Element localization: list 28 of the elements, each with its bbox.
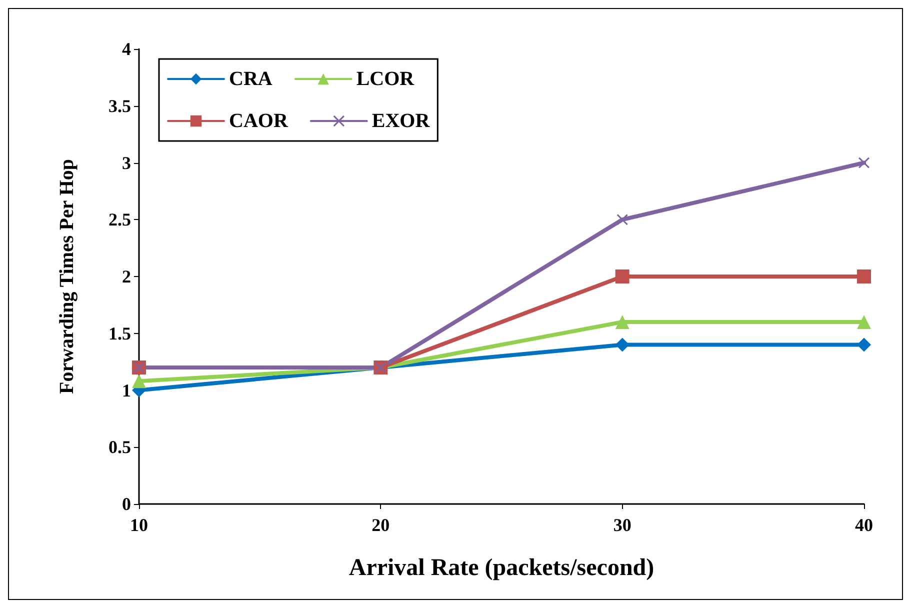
point (615, 315, 630, 329)
legend-label: CRA (229, 68, 273, 90)
x-tick-label: 10 (130, 515, 148, 535)
legend-label: EXOR (372, 110, 430, 132)
y-tick-label: 1.5 (108, 323, 131, 344)
point (858, 157, 870, 168)
x-tick-label: 20 (372, 515, 390, 535)
y-tick-label: 3.5 (108, 96, 131, 116)
point (615, 338, 630, 352)
x-axis-title: Arrival Rate (packets/second) (348, 555, 654, 581)
x-tick-label: 40 (855, 515, 873, 535)
point (132, 374, 146, 388)
y-tick-label: 0 (122, 494, 131, 514)
point (615, 270, 630, 284)
point (857, 315, 871, 329)
y-tick-label: 4 (122, 39, 131, 59)
legend-label: LCOR (356, 68, 415, 90)
y-tick-label: 3 (122, 152, 131, 173)
y-tick-label: 2 (122, 266, 131, 286)
point (616, 214, 628, 226)
y-axis-title: Forwarding Times Per Hop (56, 159, 78, 394)
y-tick-label: 0.5 (108, 437, 131, 458)
legend-label: CAOR (229, 110, 288, 132)
point (857, 338, 871, 352)
y-tick-label: 1 (122, 380, 131, 400)
x-tick-label: 30 (613, 515, 632, 535)
point (857, 270, 871, 284)
y-tick-label: 2.5 (108, 210, 131, 230)
